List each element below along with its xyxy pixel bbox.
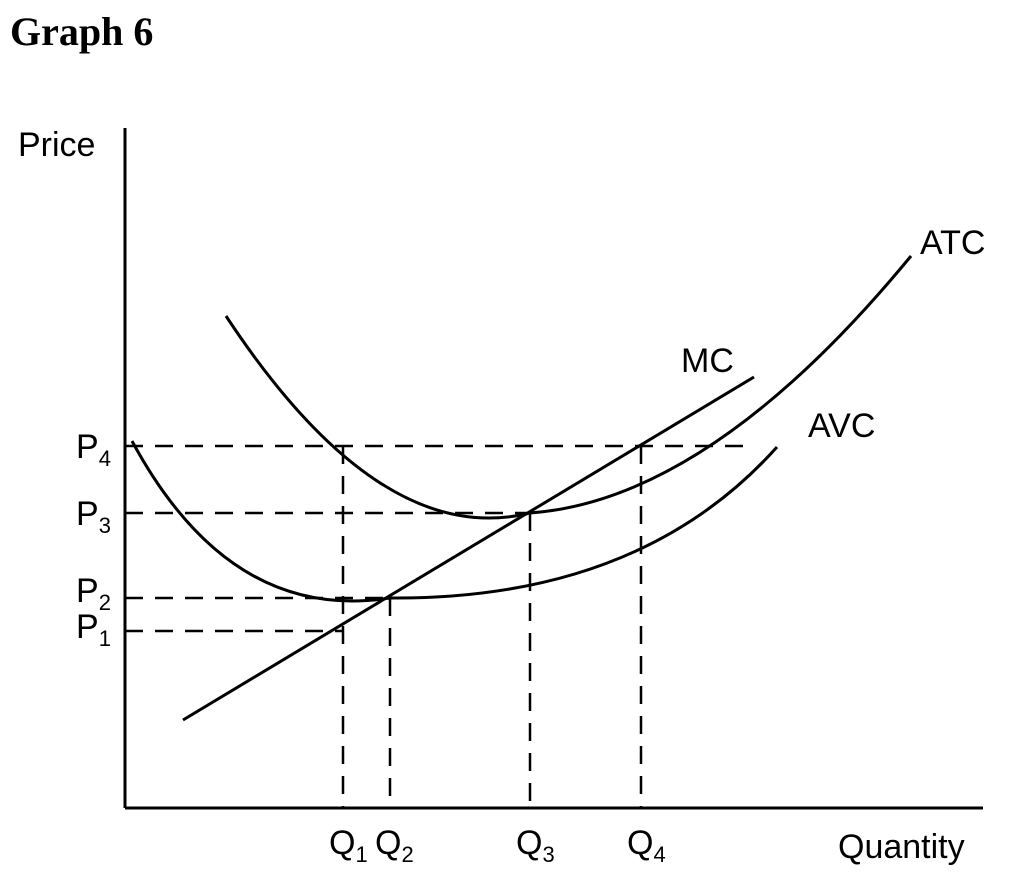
price-guides <box>125 444 752 633</box>
atc-label: ATC <box>920 224 985 262</box>
p4-label: P4 <box>76 428 111 471</box>
x-axis-label: Quantity <box>838 828 965 866</box>
graph-title: Graph 6 <box>10 9 154 54</box>
q1-label: Q1 <box>329 824 368 867</box>
atc-curve <box>224 255 913 520</box>
q3-label: Q3 <box>516 824 555 867</box>
avc-curve <box>130 440 779 603</box>
avc-label: AVC <box>808 407 875 445</box>
q2-label: Q2 <box>375 824 414 867</box>
y-axis-label: Price <box>18 126 95 164</box>
mc-label: MC <box>681 342 734 380</box>
p2-label: P2 <box>76 572 111 615</box>
p3-label: P3 <box>76 495 111 538</box>
q4-label: Q4 <box>627 824 666 867</box>
p1-label: P1 <box>76 608 111 651</box>
quantity-guides <box>341 446 643 808</box>
mc-curve <box>182 375 755 722</box>
